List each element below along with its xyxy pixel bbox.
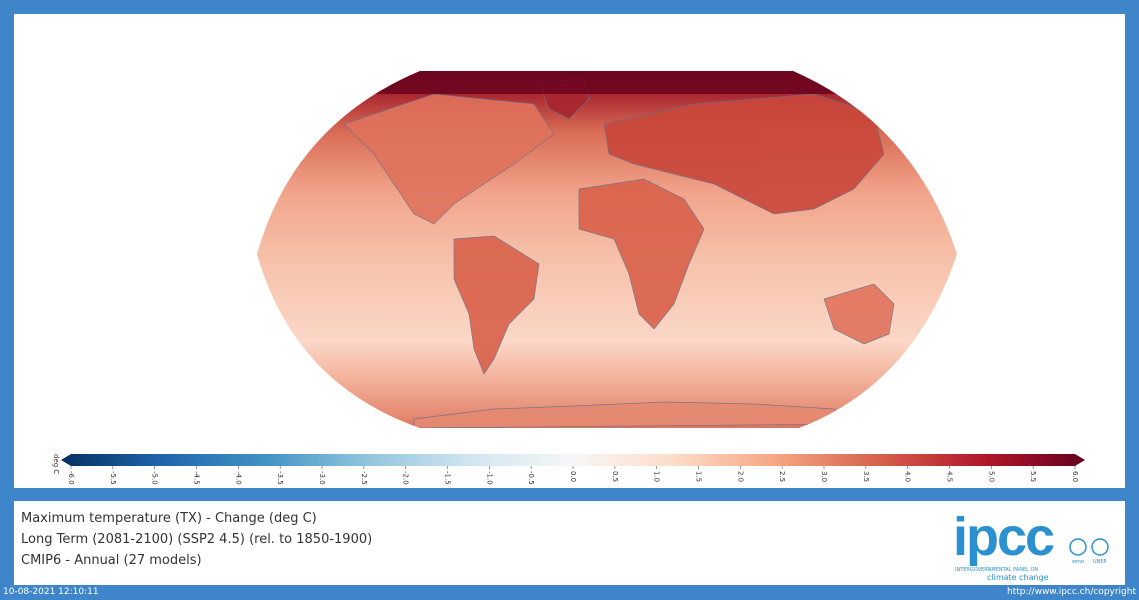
info-models: CMIP6 - Annual (27 models): [21, 553, 202, 568]
colorbar-tick-label: -4.5: [193, 471, 201, 485]
info-period: Long Term (2081-2100) (SSP2 4.5) (rel. t…: [21, 532, 373, 547]
info-title: Maximum temperature (TX) - Change (deg C…: [21, 511, 317, 526]
colorbar-tick-label: -2.5: [360, 471, 368, 485]
map-panel: deg C -6.0 -5.5 -5.0 -4.5 -4.0 -3.5 -3.0 -2.5 -2…: [14, 14, 1125, 488]
footer-copyright-link[interactable]: http://www.ipcc.ch/copyright: [1007, 587, 1136, 597]
ipcc-logo: ipcc INTERGOVERNMENTAL PANEL ON climate …: [953, 505, 1113, 585]
colorbar-tick-label: -5.5: [109, 471, 117, 485]
africa-landmass: [578, 178, 705, 330]
colorbar-tick-label: 4.0: [904, 471, 912, 482]
colorbar-tick-label: 1.0: [653, 471, 661, 482]
colorbar-tick-label: -1.0: [485, 471, 493, 485]
south-america-landmass: [453, 235, 540, 375]
wmo-emblem-icon: [1069, 538, 1087, 556]
colorbar-unit-label: deg C: [52, 454, 60, 474]
antarctica-landmass: [413, 401, 865, 428]
colorbar-tick-label: -2.0: [402, 471, 410, 485]
info-panel: Maximum temperature (TX) - Change (deg C…: [14, 501, 1125, 585]
colorbar-tick-label: -3.5: [276, 471, 284, 485]
colorbar-tick-label: 5.5: [1029, 471, 1037, 482]
temperature-field: [257, 71, 957, 428]
ipcc-logo-subtitle: INTERGOVERNMENTAL PANEL ON: [955, 567, 1038, 573]
colorbar-tick-label: -3.0: [318, 471, 326, 485]
colorbar-tick-label: -6.0: [67, 471, 75, 485]
australia-landmass: [823, 283, 895, 345]
colorbar-bar: [61, 454, 1085, 466]
colorbar-tick-label: 2.0: [736, 471, 744, 482]
world-map: deg C -6.0 -5.5 -5.0 -4.5 -4.0 -3.5 -3.0 -2.5 -2…: [52, 71, 1085, 485]
ipcc-logo-subtitle2: climate change: [987, 573, 1049, 582]
unep-label: UNEP: [1093, 559, 1107, 565]
colorbar-tick-label: 0.0: [569, 471, 577, 482]
unep-emblem-icon: [1091, 538, 1109, 556]
colorbar-tick-label: -1.5: [444, 471, 452, 485]
colorbar-tick-label: 6.0: [1071, 471, 1079, 482]
colorbar-tick-label: -0.5: [527, 471, 535, 485]
colorbar-tick-label: 0.5: [611, 471, 619, 482]
colorbar-tick-label: 3.0: [820, 471, 828, 482]
wmo-label: wmo: [1072, 559, 1084, 565]
colorbar-tick-label: 3.5: [862, 471, 870, 482]
colorbar-tick-label: -4.0: [234, 471, 242, 485]
colorbar-tick-label: 2.5: [778, 471, 786, 482]
colorbar-tick-label: -5.0: [151, 471, 159, 485]
ipcc-logo-wordmark: ipcc: [953, 507, 1054, 567]
eurasia-landmass: [603, 93, 885, 215]
colorbar: deg C -6.0 -5.5 -5.0 -4.5 -4.0 -3.5 -3.0 -2.5 -2…: [52, 454, 1085, 485]
colorbar-tick-label: 5.0: [987, 471, 995, 482]
colorbar-tick-label: 4.5: [946, 471, 954, 482]
footer-timestamp: 10-08-2021 12:10:11: [3, 587, 99, 597]
colorbar-ticks: -6.0 -5.5 -5.0 -4.5 -4.0 -3.5 -3.0 -2.5 -2.0 -1.5…: [67, 466, 1079, 485]
north-america-landmass: [343, 93, 555, 225]
colorbar-tick-label: 1.5: [695, 471, 703, 482]
